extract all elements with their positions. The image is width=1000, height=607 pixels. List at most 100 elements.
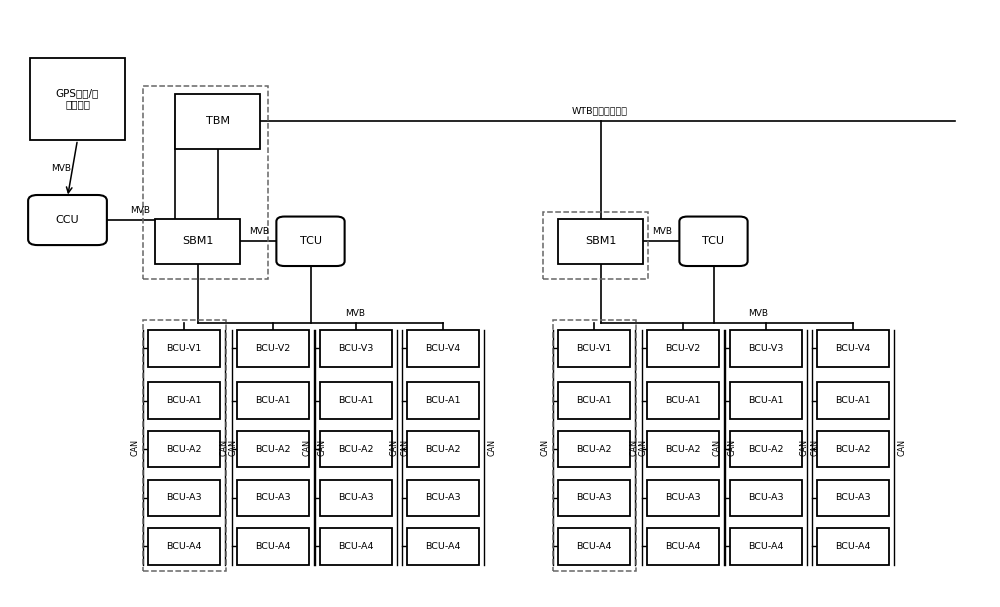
Text: BCU-A1: BCU-A1: [665, 396, 701, 405]
Bar: [175, 94, 260, 149]
Bar: [647, 431, 719, 467]
Text: WTB（通过网关）: WTB（通过网关）: [572, 106, 628, 115]
Text: BCU-A3: BCU-A3: [748, 493, 784, 502]
Bar: [148, 330, 220, 367]
Bar: [558, 219, 643, 264]
Text: BCU-A2: BCU-A2: [748, 445, 784, 453]
Bar: [320, 480, 392, 516]
Text: TBM: TBM: [206, 117, 230, 126]
Text: CAN: CAN: [302, 438, 312, 456]
Bar: [407, 480, 479, 516]
Text: CAN: CAN: [318, 438, 326, 456]
Text: BCU-A3: BCU-A3: [166, 493, 202, 502]
Text: BCU-A4: BCU-A4: [166, 542, 202, 551]
Text: CAN: CAN: [712, 438, 722, 456]
Text: BCU-A3: BCU-A3: [425, 493, 461, 502]
Text: BCU-A4: BCU-A4: [255, 542, 291, 551]
Text: BCU-V3: BCU-V3: [748, 344, 784, 353]
Bar: [143, 320, 226, 571]
Bar: [647, 528, 719, 565]
Bar: [730, 382, 802, 419]
Text: CAN: CAN: [540, 438, 550, 456]
Text: CCU: CCU: [56, 215, 79, 225]
FancyBboxPatch shape: [28, 195, 107, 245]
Text: BCU-V1: BCU-V1: [576, 344, 612, 353]
Bar: [543, 212, 648, 279]
Bar: [320, 431, 392, 467]
Bar: [647, 480, 719, 516]
Text: CAN: CAN: [799, 438, 808, 456]
Text: BCU-A2: BCU-A2: [425, 445, 461, 453]
Text: BCU-A4: BCU-A4: [338, 542, 374, 551]
Text: BCU-A1: BCU-A1: [166, 396, 202, 405]
Text: BCU-V2: BCU-V2: [665, 344, 701, 353]
Bar: [237, 382, 309, 419]
Text: BCU-A2: BCU-A2: [338, 445, 374, 453]
Bar: [148, 528, 220, 565]
Bar: [407, 431, 479, 467]
Bar: [148, 382, 220, 419]
Text: BCU-A4: BCU-A4: [835, 542, 871, 551]
Text: BCU-A1: BCU-A1: [748, 396, 784, 405]
Bar: [817, 382, 889, 419]
Bar: [143, 86, 268, 279]
Text: CAN: CAN: [400, 438, 410, 456]
Bar: [237, 431, 309, 467]
Text: CAN: CAN: [810, 438, 820, 456]
Bar: [817, 431, 889, 467]
Text: CAN: CAN: [488, 438, 496, 456]
Text: BCU-V4: BCU-V4: [425, 344, 461, 353]
Text: BCU-A3: BCU-A3: [576, 493, 612, 502]
Text: BCU-A4: BCU-A4: [748, 542, 784, 551]
Text: BCU-A4: BCU-A4: [576, 542, 612, 551]
Text: BCU-V1: BCU-V1: [166, 344, 202, 353]
Bar: [407, 528, 479, 565]
Text: BCU-A1: BCU-A1: [255, 396, 291, 405]
Text: BCU-A3: BCU-A3: [338, 493, 374, 502]
Bar: [320, 330, 392, 367]
FancyBboxPatch shape: [276, 217, 345, 266]
Text: BCU-V2: BCU-V2: [255, 344, 291, 353]
Bar: [237, 528, 309, 565]
Bar: [553, 320, 636, 571]
Text: BCU-A1: BCU-A1: [338, 396, 374, 405]
Text: BCU-A3: BCU-A3: [665, 493, 701, 502]
Bar: [817, 528, 889, 565]
Bar: [237, 480, 309, 516]
Bar: [407, 330, 479, 367]
Bar: [817, 330, 889, 367]
Text: BCU-A4: BCU-A4: [665, 542, 701, 551]
Text: BCU-A3: BCU-A3: [255, 493, 291, 502]
Bar: [320, 528, 392, 565]
Text: CAN: CAN: [728, 438, 736, 456]
Text: BCU-A2: BCU-A2: [835, 445, 871, 453]
Bar: [647, 382, 719, 419]
Text: BCU-A2: BCU-A2: [665, 445, 701, 453]
Bar: [730, 480, 802, 516]
Text: CAN: CAN: [639, 438, 648, 456]
Text: TCU: TCU: [702, 236, 724, 246]
Bar: [558, 528, 630, 565]
Bar: [730, 431, 802, 467]
Text: CAN: CAN: [130, 438, 139, 456]
Text: BCU-A1: BCU-A1: [425, 396, 461, 405]
Text: BCU-V3: BCU-V3: [338, 344, 374, 353]
Bar: [558, 382, 630, 419]
Text: CAN: CAN: [219, 438, 228, 456]
Text: SBM1: SBM1: [585, 236, 616, 246]
Bar: [817, 480, 889, 516]
Text: CAN: CAN: [228, 438, 238, 456]
Bar: [730, 330, 802, 367]
Bar: [148, 431, 220, 467]
Text: BCU-A1: BCU-A1: [835, 396, 871, 405]
Text: BCU-A2: BCU-A2: [255, 445, 291, 453]
Text: MVB: MVB: [749, 309, 769, 317]
Bar: [407, 382, 479, 419]
Text: MVB: MVB: [130, 206, 150, 215]
Text: BCU-A4: BCU-A4: [425, 542, 461, 551]
Text: BCU-A2: BCU-A2: [166, 445, 202, 453]
Bar: [730, 528, 802, 565]
Bar: [30, 58, 125, 140]
Text: BCU-A3: BCU-A3: [835, 493, 871, 502]
Bar: [320, 382, 392, 419]
